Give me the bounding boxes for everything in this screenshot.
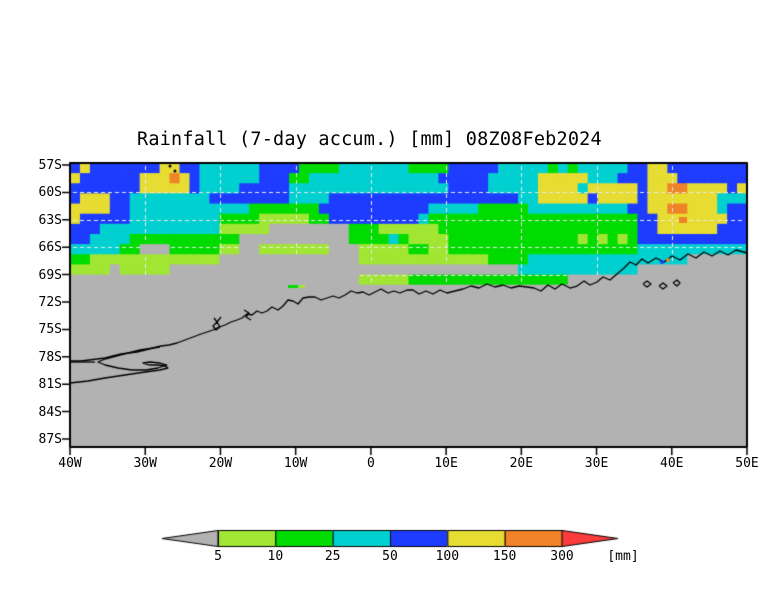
x-tick-label: 20W: [208, 456, 233, 471]
colorbar-tick-label: 300: [550, 549, 574, 564]
y-tick-label: 72S: [38, 295, 62, 310]
x-tick-label: 10W: [283, 456, 308, 471]
colorbar-tick-label: 100: [435, 549, 460, 564]
x-tick-label: 40E: [660, 456, 684, 471]
y-tick-label: 81S: [38, 377, 62, 393]
chart-title: Rainfall (7-day accum.) [mm] 08Z08Feb202…: [137, 129, 602, 150]
y-tick-label: 78S: [38, 349, 62, 365]
x-tick-label: 40W: [58, 456, 82, 471]
x-tick-label: 30E: [584, 456, 609, 471]
x-tick-label: 0: [366, 456, 375, 471]
x-tick-label: 10E: [434, 456, 458, 471]
colorbar-tick-label: 150: [492, 549, 517, 564]
colorbar-units-label: [mm]: [607, 549, 639, 564]
x-tick-label: 50E: [735, 456, 759, 471]
x-tick-label: 30W: [133, 456, 157, 471]
y-tick-label: 57S: [38, 158, 62, 173]
y-tick-label: 63S: [38, 212, 62, 228]
y-tick-label: 66S: [38, 240, 62, 256]
x-tick-label: 20E: [509, 456, 534, 471]
y-tick-label: 75S: [38, 322, 62, 338]
y-tick-label: 84S: [38, 404, 62, 420]
colorbar-tick-label: 10: [267, 549, 284, 564]
colorbar-tick-label: 50: [382, 549, 398, 564]
colorbar-tick-label: 25: [324, 549, 341, 564]
y-tick-label: 60S: [38, 185, 62, 201]
y-tick-label: 69S: [38, 267, 62, 283]
colorbar-tick-label: 5: [214, 549, 222, 564]
y-tick-label: 87S: [38, 432, 62, 447]
